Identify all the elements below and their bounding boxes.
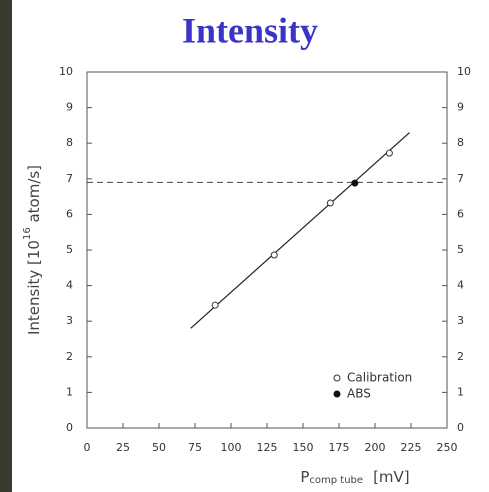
y2-tick-label: 3 xyxy=(457,314,464,327)
legend-label: ABS xyxy=(347,387,371,401)
y2-tick-label: 4 xyxy=(457,279,464,292)
x-tick-label: 250 xyxy=(437,441,458,454)
data-point xyxy=(211,301,219,309)
y-tick-label: 4 xyxy=(66,279,73,292)
data-point xyxy=(351,179,359,187)
x-tick-label: 75 xyxy=(188,441,202,454)
x-tick-label: 150 xyxy=(293,441,314,454)
x-label-main: P xyxy=(300,468,309,486)
y-axis-label: Intensity [1016 atom/s] xyxy=(22,165,43,335)
y2-tick-label: 5 xyxy=(457,243,464,256)
data-point xyxy=(326,199,334,207)
y-tick-label: 0 xyxy=(66,421,73,434)
chart-title: Intensity xyxy=(182,10,318,50)
y-label-main: Intensity [10 xyxy=(25,240,43,335)
y-tick-label: 7 xyxy=(66,172,73,185)
x-tick-label: 0 xyxy=(84,441,91,454)
y-tick-label: 2 xyxy=(66,350,73,363)
y2-tick-label: 9 xyxy=(457,101,464,114)
y-tick-label: 5 xyxy=(66,243,73,256)
y-tick-label: 3 xyxy=(66,314,73,327)
x-tick-label: 100 xyxy=(221,441,242,454)
x-tick-label: 125 xyxy=(257,441,278,454)
x-tick-label: 50 xyxy=(152,441,166,454)
data-point xyxy=(385,149,393,157)
y2-tick-label: 2 xyxy=(457,350,464,363)
y2-tick-label: 1 xyxy=(457,385,464,398)
x-label-sub: comp tube xyxy=(309,475,363,486)
y-tick-label: 1 xyxy=(66,385,73,398)
x-tick-label: 25 xyxy=(116,441,130,454)
y-label-rest: atom/s] xyxy=(25,165,43,227)
y2-tick-label: 7 xyxy=(457,172,464,185)
legend-marker xyxy=(333,374,341,382)
y2-tick-label: 8 xyxy=(457,136,464,149)
data-point xyxy=(270,251,278,259)
y2-tick-label: 0 xyxy=(457,421,464,434)
fit-line xyxy=(190,132,410,329)
x-tick-label: 225 xyxy=(401,441,422,454)
y2-tick-label: 6 xyxy=(457,207,464,220)
y-label-sup: 16 xyxy=(22,227,33,240)
y-tick-label: 8 xyxy=(66,136,73,149)
x-axis-label: Pcomp tube [mV] xyxy=(300,468,409,487)
x-label-unit: [mV] xyxy=(373,468,410,486)
y2-tick-label: 10 xyxy=(457,65,471,78)
y-tick-label: 6 xyxy=(66,207,73,220)
legend-marker xyxy=(333,390,341,398)
y-tick-label: 9 xyxy=(66,101,73,114)
x-tick-label: 200 xyxy=(365,441,386,454)
y-tick-label: 10 xyxy=(59,65,73,78)
x-tick-label: 175 xyxy=(329,441,350,454)
legend-label: Calibration xyxy=(347,371,412,385)
photo-edge xyxy=(0,0,12,492)
